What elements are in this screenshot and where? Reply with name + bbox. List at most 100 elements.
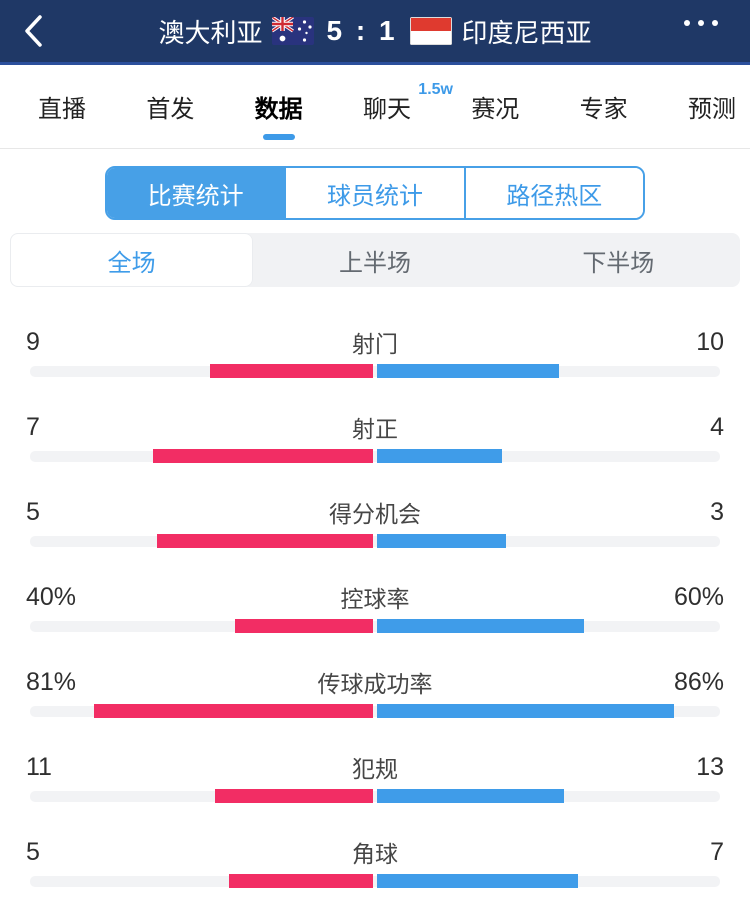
stat-label: 角球 (352, 841, 398, 867)
bar-track (30, 706, 720, 717)
period-first-half[interactable]: 上半场 (253, 233, 496, 287)
ellipsis-icon (698, 20, 704, 26)
stats-segmented-control: 比赛统计 球员统计 路径热区 (105, 166, 645, 220)
stat-label: 控球率 (340, 586, 410, 612)
match-score: 5 : 1 (326, 15, 398, 46)
tab-label: 预测 (687, 96, 736, 123)
tab-badge: 1.5w (418, 81, 453, 98)
stat-head: 7 射正 4 (0, 411, 750, 443)
home-value: 5 (26, 837, 40, 866)
match-title: 澳大利亚 5 : 1 印度尼西亚 (158, 13, 591, 50)
tab-predict[interactable]: 预测 (688, 65, 736, 148)
stat-row-item: 5 角球 7 (0, 836, 750, 888)
chevron-left-icon (25, 15, 42, 47)
period-label: 全场 (107, 249, 156, 277)
home-value: 11 (26, 752, 52, 781)
away-value: 60% (673, 582, 724, 611)
tab-data[interactable]: 数据 (255, 65, 303, 148)
away-value: 13 (696, 752, 724, 781)
stat-bar (30, 874, 720, 888)
segment-match-stats[interactable]: 比赛统计 (107, 168, 285, 218)
tab-label: 专家 (579, 96, 628, 123)
segment-player-stats[interactable]: 球员统计 (284, 168, 464, 218)
period-label: 下半场 (582, 249, 655, 277)
period-label: 上半场 (338, 249, 411, 277)
home-team-name: 澳大利亚 (158, 17, 263, 48)
tab-live[interactable]: 直播 (38, 65, 86, 148)
stat-bar (30, 534, 720, 548)
indonesia-flag-icon (409, 17, 452, 45)
stat-label: 犯规 (352, 756, 398, 782)
more-button[interactable] (684, 20, 718, 26)
bar-track (30, 366, 720, 377)
home-value: 40% (26, 582, 77, 611)
bar-track (30, 876, 720, 887)
away-value: 7 (710, 837, 724, 866)
home-bar (210, 364, 373, 378)
away-bar (377, 619, 584, 633)
tab-chat[interactable]: 聊天 1.5w (363, 65, 453, 148)
stat-head: 11 犯规 13 (0, 751, 750, 783)
back-button[interactable] (20, 11, 46, 51)
stat-row-item: 5 得分机会 3 (0, 496, 750, 548)
stat-label: 传球成功率 (317, 671, 433, 697)
away-value: 86% (673, 667, 724, 696)
away-bar (377, 449, 502, 463)
tab-expert[interactable]: 专家 (580, 65, 628, 148)
ellipsis-icon (712, 20, 718, 26)
away-team-name: 印度尼西亚 (461, 17, 592, 48)
tab-active-indicator (262, 134, 295, 140)
stat-bar (30, 364, 720, 378)
bar-track (30, 791, 720, 802)
home-bar (215, 789, 373, 803)
stat-head: 9 射门 10 (0, 326, 750, 358)
away-bar (377, 704, 674, 718)
stat-row-item: 9 射门 10 (0, 326, 750, 378)
stat-head: 5 得分机会 3 (0, 496, 750, 528)
bar-track (30, 451, 720, 462)
away-bar (377, 364, 559, 378)
stat-bar (30, 619, 720, 633)
period-strip: 全场 上半场 下半场 (10, 233, 740, 287)
period-second-half[interactable]: 下半场 (497, 233, 740, 287)
stat-bar (30, 449, 720, 463)
away-bar (377, 789, 564, 803)
away-value: 3 (710, 497, 724, 526)
stat-head: 5 角球 7 (0, 836, 750, 868)
away-value: 4 (710, 412, 724, 441)
ellipsis-icon (684, 20, 690, 26)
home-bar (229, 874, 373, 888)
tab-label: 直播 (38, 96, 86, 123)
main-tabbar: 直播 首发 数据 聊天 1.5w 赛况 专家 预测 (0, 65, 750, 149)
stat-label: 射正 (352, 416, 398, 442)
home-value: 7 (26, 412, 40, 441)
home-value: 81% (26, 667, 77, 696)
segment-heat-map[interactable]: 路径热区 (463, 168, 643, 218)
tab-label: 赛况 (471, 96, 520, 123)
stat-head: 40% 控球率 60% (0, 581, 750, 613)
stat-row-item: 81% 传球成功率 86% (0, 666, 750, 718)
australia-flag-icon (272, 17, 315, 45)
stat-row-item: 11 犯规 13 (0, 751, 750, 803)
tab-label: 首发 (146, 96, 195, 123)
away-value: 10 (696, 327, 724, 356)
stat-row-item: 7 射正 4 (0, 411, 750, 463)
home-value: 9 (26, 327, 40, 356)
away-bar (377, 874, 578, 888)
tab-label: 数据 (254, 96, 303, 123)
bar-track (30, 621, 720, 632)
stat-label: 得分机会 (329, 501, 421, 527)
home-bar (157, 534, 373, 548)
match-header: 澳大利亚 5 : 1 印度尼西亚 (0, 0, 750, 65)
home-bar (94, 704, 373, 718)
tab-status[interactable]: 赛况 (471, 65, 519, 148)
stat-bar (30, 789, 720, 803)
home-bar (235, 619, 373, 633)
segment-label: 路径热区 (506, 182, 603, 210)
stat-head: 81% 传球成功率 86% (0, 666, 750, 698)
tab-lineup[interactable]: 首发 (146, 65, 194, 148)
period-full[interactable]: 全场 (10, 233, 254, 287)
home-value: 5 (26, 497, 40, 526)
segment-label: 球员统计 (326, 182, 423, 210)
stat-bar (30, 704, 720, 718)
